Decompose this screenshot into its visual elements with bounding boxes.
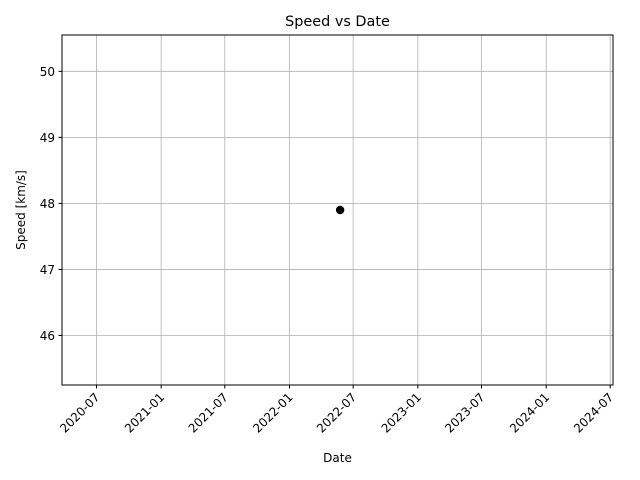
data-point [335,205,345,215]
y-tick-label: 49 [40,131,55,145]
chart-title: Speed vs Date [285,14,390,30]
grid [62,35,613,385]
y-tick-label: 46 [40,329,55,343]
x-axis-label: Date [323,451,352,465]
y-tick-label: 50 [40,65,55,79]
y-tick-label: 47 [40,263,55,277]
y-tick-label: 48 [40,197,55,211]
data-points [335,205,345,215]
plot-frame [61,34,614,386]
y-axis-label: Speed [km/s] [14,170,28,250]
